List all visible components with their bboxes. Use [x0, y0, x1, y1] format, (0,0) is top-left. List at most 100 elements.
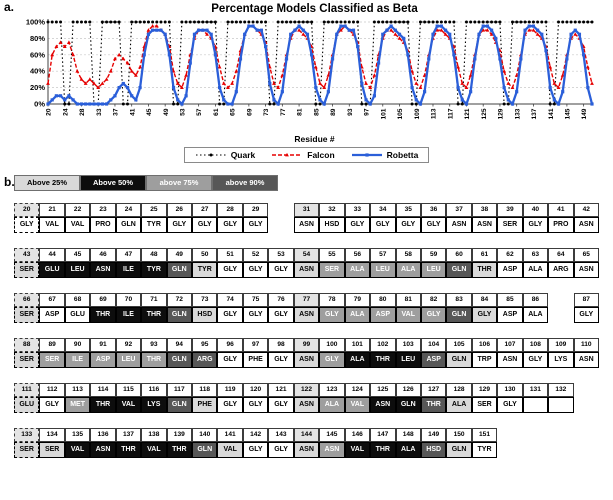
sequence-row: 43 44 45 46 47 48 49 50 51 52 53 54 55 56 57 58 59 60 61 62… — [14, 248, 599, 278]
residue-number: 128 — [446, 383, 472, 397]
residue-number: 104 — [420, 338, 447, 352]
residue-aa: ALA — [344, 262, 371, 278]
residue-aa: ASP — [497, 307, 523, 323]
residue-aa: ASN — [573, 217, 599, 233]
residue-number: 32 — [319, 203, 345, 217]
residue-aa: ILE — [115, 262, 142, 278]
residue-aa: GLY — [217, 262, 243, 278]
residue-number: 21 — [39, 203, 65, 217]
residue-aa: PHE — [242, 352, 269, 368]
residue-number: 59 — [420, 248, 447, 262]
residue-number: 141 — [217, 428, 243, 442]
residue-aa: THR — [370, 352, 396, 368]
residue-aa: HSD — [192, 307, 218, 323]
residue-aa: GLY — [370, 217, 396, 233]
residue-aa: GLN — [192, 442, 218, 458]
residue-aa: GLY — [268, 397, 294, 413]
residue-number: 34 — [370, 203, 396, 217]
residue-number: 117 — [166, 383, 193, 397]
residue-number: 107 — [497, 338, 523, 352]
residue-aa: GLY — [268, 442, 294, 458]
residue-number: 106 — [471, 338, 498, 352]
residue-aa: GLN — [446, 442, 472, 458]
residue-number: 110 — [573, 338, 599, 352]
residue-aa: PRO — [548, 217, 574, 233]
residue-number: 62 — [497, 248, 523, 262]
residue-aa: GLY — [166, 217, 193, 233]
residue-aa: ASP — [90, 352, 116, 368]
svg-text:53: 53 — [180, 108, 187, 116]
residue-number: 39 — [497, 203, 523, 217]
residue-aa: GLN — [446, 262, 472, 278]
svg-text:45: 45 — [146, 108, 153, 116]
quark-markers — [46, 20, 594, 106]
residue-number: 23 — [90, 203, 116, 217]
sequence-row: 88 89 90 91 92 93 94 95 96 97 98 99 100 101 102 103 104 1… — [14, 338, 599, 368]
residue-aa: GLY — [217, 397, 243, 413]
svg-text:149: 149 — [581, 108, 588, 119]
residue-aa: GLY — [268, 262, 294, 278]
residue-aa: ASP — [497, 262, 523, 278]
residue-aa — [548, 442, 573, 456]
gridlines — [48, 21, 592, 88]
svg-text:113: 113 — [431, 108, 438, 119]
residue-number: 118 — [192, 383, 218, 397]
svg-text:20: 20 — [46, 108, 53, 116]
residue-number: 44 — [39, 248, 65, 262]
residue-number: 68 — [64, 293, 91, 307]
residue-aa: VAL — [395, 307, 421, 323]
legend-label: Falcon — [307, 150, 335, 160]
residue-aa: ARG — [192, 352, 218, 368]
residue-aa: GLU — [39, 262, 65, 278]
residue-number: 37 — [446, 203, 472, 217]
residue-number: 136 — [90, 428, 116, 442]
svg-text:121: 121 — [464, 108, 471, 119]
residue-number: 52 — [242, 248, 269, 262]
residue-number: 57 — [370, 248, 396, 262]
residue-aa: GLY — [268, 352, 294, 368]
residue-number: 126 — [395, 383, 421, 397]
svg-text:73: 73 — [263, 108, 270, 116]
falcon-markers — [46, 24, 594, 89]
residue-number: 91 — [90, 338, 116, 352]
residue-aa: PRO — [90, 217, 116, 233]
residue-aa: LYS — [141, 397, 167, 413]
residue-number: 74 — [217, 293, 243, 307]
residue-aa: GLY — [522, 217, 549, 233]
residue-aa: THR — [166, 442, 193, 458]
residue-aa: ASN — [370, 397, 396, 413]
residue-aa: GLY — [420, 307, 447, 323]
residue-aa: ASN — [497, 352, 523, 368]
residue-aa: GLY — [242, 397, 269, 413]
svg-text:37: 37 — [113, 108, 120, 116]
residue-aa: VAL — [344, 397, 371, 413]
residue-number: 75 — [242, 293, 269, 307]
residue-number: 42 — [573, 203, 599, 217]
residue-aa: GLN — [166, 262, 193, 278]
svg-text:101: 101 — [380, 108, 387, 119]
residue-number: 112 — [39, 383, 65, 397]
shade-legend-item: Above 25% — [14, 175, 80, 191]
residue-number: 51 — [217, 248, 243, 262]
residue-aa: ASN — [293, 397, 320, 413]
residue-aa: TYR — [471, 442, 498, 458]
residue-aa: ASN — [573, 352, 599, 368]
residue-number: 85 — [497, 293, 523, 307]
legend-label: Robetta — [386, 150, 419, 160]
residue-aa: GLY — [471, 307, 498, 323]
residue-number: 119 — [217, 383, 243, 397]
residue-number: 77 — [293, 293, 320, 307]
residue-number: 135 — [64, 428, 91, 442]
sequence-row: 66 67 68 69 70 71 72 73 74 75 76 77 78 79 80 81 82 83 84 85… — [14, 293, 599, 323]
residue-number: 97 — [242, 338, 269, 352]
residue-number: 31 — [293, 203, 320, 217]
x-axis-label: Residue # — [294, 134, 335, 144]
residue-number: 78 — [319, 293, 345, 307]
residue-aa: ASN — [293, 442, 320, 458]
residue-number: 69 — [90, 293, 116, 307]
robetta-markers — [46, 24, 594, 106]
residue-number — [497, 428, 522, 440]
residue-number: 26 — [166, 203, 193, 217]
residue-number: 124 — [344, 383, 371, 397]
